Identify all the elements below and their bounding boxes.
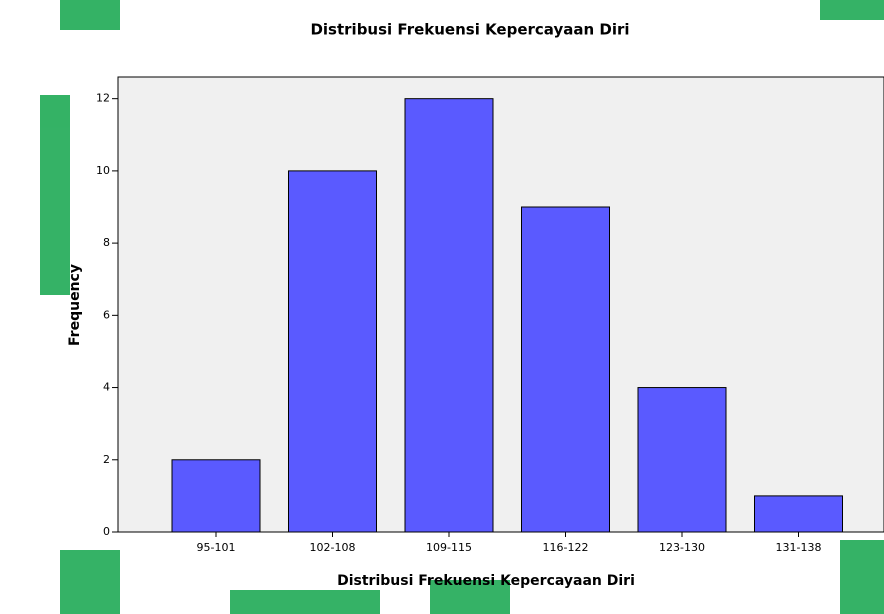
y-tick-label: 2 bbox=[103, 453, 110, 466]
x-tick-label: 116-122 bbox=[543, 541, 589, 554]
watermark bbox=[40, 0, 884, 614]
bar bbox=[521, 206, 610, 533]
bar bbox=[754, 495, 843, 533]
chart-title: Distribusi Frekuensi Kepercayaan Diri bbox=[310, 21, 629, 39]
x-tick-label: 123-130 bbox=[659, 541, 705, 554]
y-tick-label: 4 bbox=[103, 381, 110, 394]
bar bbox=[171, 459, 261, 533]
y-tick-label: 10 bbox=[96, 164, 110, 177]
y-axis-label: Frequency bbox=[67, 264, 83, 346]
x-tick-label: 131-138 bbox=[776, 541, 822, 554]
x-tick-label: 109-115 bbox=[426, 541, 472, 554]
bar bbox=[404, 98, 494, 533]
y-tick-label: 8 bbox=[103, 236, 110, 249]
y-tick-label: 6 bbox=[103, 308, 110, 321]
y-tick-label: 12 bbox=[96, 92, 110, 105]
bar bbox=[288, 170, 377, 533]
bar bbox=[637, 387, 727, 533]
x-axis-label: Distribusi Frekuensi Kepercayaan Diri bbox=[337, 573, 635, 589]
y-tick-label: 0 bbox=[103, 525, 110, 538]
plot-area bbox=[117, 76, 884, 533]
x-tick-label: 102-108 bbox=[310, 541, 356, 554]
x-tick-label: 95-101 bbox=[197, 541, 236, 554]
